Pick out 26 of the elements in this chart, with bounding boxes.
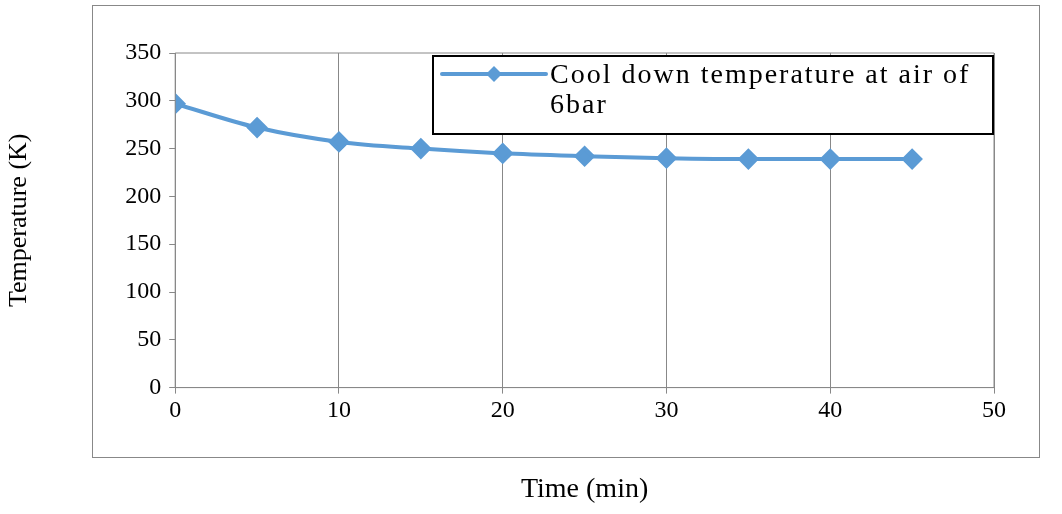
point [574,146,595,167]
y-tick-label: 50 [137,325,162,352]
y-tick-label: 350 [125,38,162,65]
x-tick-label: 10 [326,396,351,423]
y-tick-label: 0 [149,372,162,399]
x-tick-label: 20 [490,396,515,423]
point [492,143,513,164]
point [410,138,431,159]
x-tick-label: 30 [654,396,679,423]
x-tick-label: 50 [982,396,1006,423]
y-tick-label: 250 [125,133,162,160]
y-tick-label: 300 [125,86,162,113]
point [247,117,268,138]
point [656,148,677,169]
x-tick-label: 0 [169,396,182,423]
point [328,131,349,152]
x-axis-title: Time (min) [520,471,649,503]
point [738,149,759,170]
point [820,149,841,170]
y-tick-label: 100 [125,277,162,304]
y-axis-title: Temperature (K) [3,133,33,308]
point [902,149,923,170]
y-tick-label: 150 [125,229,162,256]
x-tick-label: 40 [818,396,843,423]
legend-label: Cool down temperature at air of 6bar [550,58,972,119]
y-tick-label: 200 [125,181,162,208]
